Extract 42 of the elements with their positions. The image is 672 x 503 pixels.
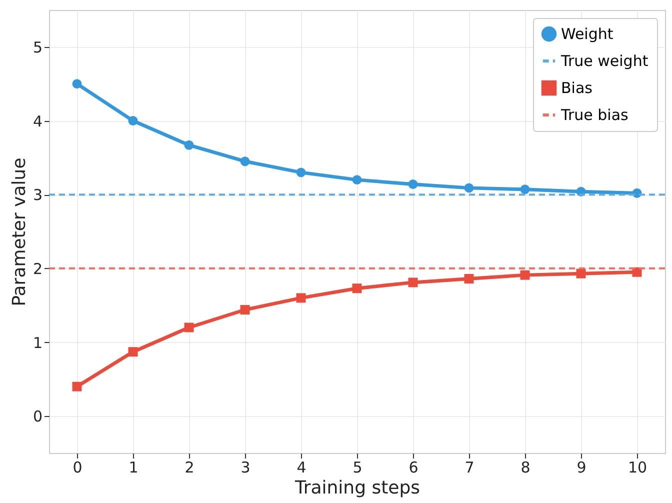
point (520, 184, 530, 194)
point (408, 278, 418, 288)
x-tick-label: 3 (240, 458, 250, 476)
point (296, 168, 306, 178)
y-tick-label: 5 (32, 38, 42, 56)
point (72, 79, 82, 89)
x-tick-label: 2 (184, 458, 194, 476)
y-tick-label: 0 (32, 408, 42, 426)
x-tick-label: 0 (72, 458, 82, 476)
point (184, 322, 194, 332)
y-tick-label: 1 (32, 334, 42, 352)
legend-label: Bias (561, 79, 593, 97)
point (352, 175, 362, 185)
x-tick-label: 4 (296, 458, 306, 476)
y-tick-label: 4 (32, 112, 42, 130)
point (72, 382, 82, 392)
legend-label: True weight (560, 52, 648, 70)
point (464, 183, 474, 193)
x-tick-label: 10 (628, 458, 648, 476)
legend-label: True bias (560, 106, 629, 124)
x-tick-label: 6 (408, 458, 418, 476)
point (520, 270, 530, 280)
legend-label: Weight (561, 25, 614, 43)
point (184, 140, 194, 150)
point (464, 274, 474, 284)
y-tick-label: 2 (32, 260, 42, 278)
point (576, 268, 586, 278)
point (352, 284, 362, 294)
point (240, 305, 250, 315)
y-axis-title: Parameter value (8, 158, 30, 306)
point (296, 293, 306, 303)
point (408, 180, 418, 189)
point (128, 116, 138, 126)
x-tick-label: 9 (576, 458, 586, 476)
x-tick-label: 8 (520, 458, 530, 476)
point (128, 347, 138, 357)
x-tick-label: 7 (464, 458, 474, 476)
y-tick-label: 3 (32, 186, 42, 204)
x-tick-label: 1 (128, 458, 138, 476)
point (240, 156, 250, 166)
x-axis-title: Training steps (294, 478, 420, 498)
x-tick-label: 5 (352, 458, 362, 476)
